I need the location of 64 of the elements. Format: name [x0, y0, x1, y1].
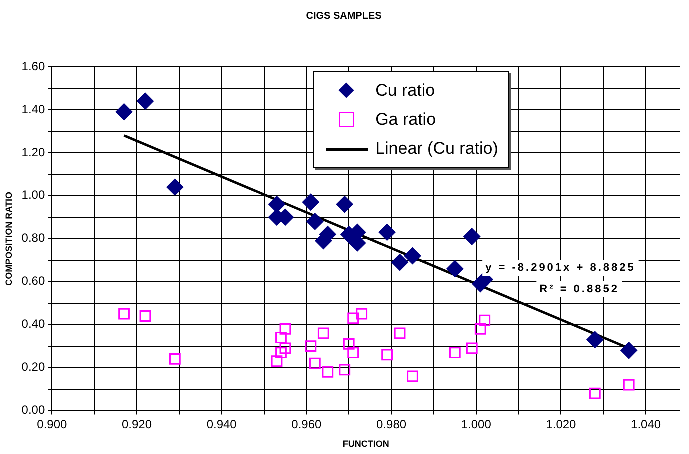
legend-label: Cu ratio	[376, 80, 436, 100]
x-tick-label: 0.900	[37, 417, 68, 432]
point	[449, 347, 461, 358]
point	[306, 213, 324, 230]
point	[348, 347, 360, 358]
point	[116, 104, 133, 121]
annotation: R² = 0.8852	[540, 283, 620, 296]
point	[394, 328, 406, 340]
point	[276, 332, 287, 344]
point	[271, 356, 283, 368]
point	[118, 308, 130, 320]
point	[446, 260, 464, 278]
y-axis-title: COMPOSITION RATIO	[4, 192, 14, 286]
point	[623, 379, 635, 391]
point	[464, 228, 481, 246]
point	[309, 358, 321, 370]
point	[322, 366, 334, 378]
annotation: y = -8.2901x + 8.8825	[486, 262, 636, 274]
y-tick-label: 1.60	[22, 59, 46, 74]
x-axis-title: FUNCTION	[342, 439, 390, 450]
point	[392, 254, 409, 272]
y-tick-label: 1.40	[22, 102, 46, 116]
y-tick-label: 0.60	[22, 274, 46, 288]
point	[318, 328, 330, 340]
point	[280, 342, 292, 354]
x-tick-label: 0.980	[376, 417, 407, 432]
point	[339, 364, 351, 376]
point	[136, 92, 154, 110]
point	[166, 178, 184, 196]
point	[378, 224, 396, 241]
x-tick-label: 0.920	[122, 417, 152, 432]
point	[466, 342, 478, 354]
point	[140, 310, 152, 322]
x-tick-label: 1.020	[546, 417, 577, 432]
chart-title: CIGS SAMPLES	[306, 10, 382, 22]
y-tick-label: 1.20	[22, 145, 46, 160]
y-tick-label: 0.20	[22, 360, 46, 374]
point	[343, 338, 355, 350]
legend-label: Linear (Cu ratio)	[376, 138, 498, 158]
point	[169, 354, 181, 365]
y-tick-label: 0.80	[22, 231, 46, 246]
point	[348, 312, 360, 324]
point	[474, 323, 486, 335]
y-tick-label: 1.00	[22, 188, 46, 202]
point	[276, 347, 287, 358]
point	[407, 370, 418, 382]
point	[302, 194, 320, 211]
point	[620, 342, 638, 360]
x-tick-label: 0.940	[206, 417, 238, 432]
point	[589, 388, 601, 400]
legend-label: Ga ratio	[376, 110, 436, 130]
point	[336, 196, 354, 214]
y-tick-label: 0.40	[22, 317, 46, 332]
point	[479, 314, 491, 326]
point	[586, 331, 604, 348]
x-tick-label: 1.000	[461, 417, 492, 432]
point	[305, 340, 317, 352]
x-tick-label: 0.960	[292, 417, 322, 432]
y-tick-label: 0.00	[22, 403, 46, 418]
point	[280, 323, 292, 335]
x-tick-label: 1.040	[631, 417, 662, 432]
point	[356, 308, 368, 320]
point	[404, 248, 422, 265]
point	[382, 349, 393, 361]
